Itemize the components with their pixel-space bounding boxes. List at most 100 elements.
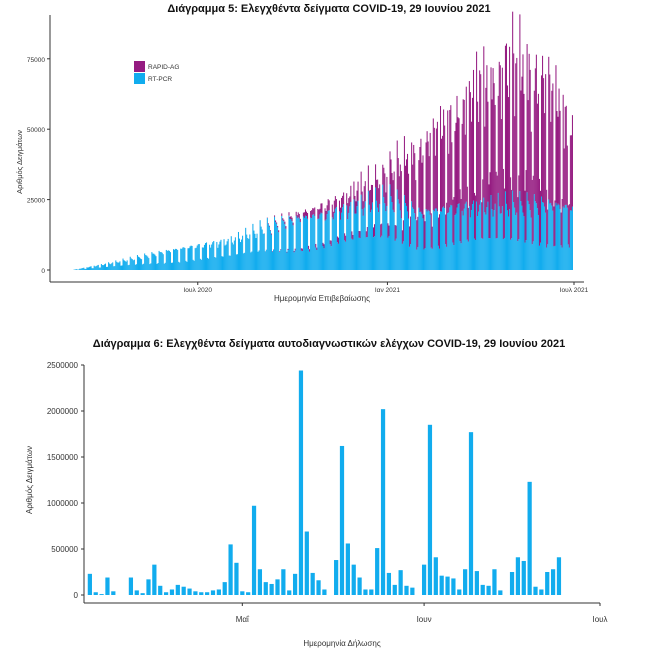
rtpcr-bar (491, 209, 493, 270)
rtpcr-bar (442, 207, 444, 270)
legend-swatch-rtpcr (134, 73, 145, 84)
rapid-bar (271, 251, 274, 252)
rapid-bar (445, 214, 447, 245)
rapid-bar (340, 207, 342, 220)
rtpcr-bar (92, 268, 94, 270)
rtpcr-bar (510, 239, 512, 270)
rapid-bar (484, 126, 486, 213)
rtpcr-bar (389, 184, 391, 270)
rapid-bar (296, 215, 298, 219)
rtpcr-bar (190, 245, 192, 270)
rtpcr-bar (279, 252, 281, 270)
rtpcr-bar (383, 197, 385, 270)
rtpcr-bar (296, 218, 298, 270)
rtpcr-bar (450, 204, 452, 270)
rtpcr-bar (477, 216, 479, 270)
x-tick-label: Ιουλ (592, 615, 607, 624)
rtpcr-bar (320, 212, 322, 270)
rtpcr-bar (263, 233, 265, 270)
rapid-bar (422, 155, 424, 219)
rtpcr-bar (282, 220, 284, 270)
rapid-bar (535, 54, 537, 204)
data-bar (539, 589, 544, 595)
rtpcr-bar (476, 201, 478, 270)
rapid-bar (457, 117, 459, 205)
rtpcr-bar (136, 255, 138, 270)
rapid-bar (428, 156, 430, 212)
rtpcr-bar (508, 216, 510, 270)
rapid-bar (567, 205, 569, 245)
rtpcr-bar (195, 247, 197, 270)
y-tick-label: 75000 (27, 57, 45, 64)
rapid-bar (391, 173, 393, 203)
rtpcr-bar (521, 205, 523, 270)
rtpcr-bar (447, 213, 449, 270)
rtpcr-bar (350, 201, 352, 270)
rtpcr-bar (374, 236, 376, 270)
rapid-bar (298, 213, 300, 219)
rapid-bar (321, 203, 323, 214)
rtpcr-bar (117, 262, 119, 270)
rapid-bar (269, 230, 271, 231)
rtpcr-bar (340, 219, 342, 270)
rapid-bar (569, 135, 571, 211)
rtpcr-bar (189, 246, 191, 270)
rtpcr-bar (422, 218, 424, 270)
rapid-bar (536, 103, 538, 209)
rtpcr-bar (84, 268, 86, 270)
rapid-bar (435, 128, 437, 209)
rapid-bar (494, 104, 496, 204)
rtpcr-bar (313, 214, 315, 270)
rapid-bar (481, 202, 483, 238)
rapid-bar (333, 200, 335, 214)
rtpcr-bar (220, 239, 222, 270)
rtpcr-bar (503, 237, 505, 270)
rapid-bar (291, 217, 293, 222)
rapid-bar (399, 164, 401, 211)
rtpcr-bar (504, 191, 506, 270)
rtpcr-bar (482, 238, 484, 270)
rtpcr-bar (162, 254, 164, 270)
rtpcr-bar (537, 214, 539, 270)
rtpcr-bar (341, 212, 343, 270)
rtpcr-bar (218, 244, 220, 270)
y-tick-label: 0 (74, 591, 79, 600)
rtpcr-bar (266, 218, 268, 270)
rtpcr-bar (254, 233, 256, 270)
rtpcr-bar (101, 265, 103, 270)
y-axis-title: Αριθμός Δειγμάτων (15, 130, 24, 194)
rapid-bar (270, 233, 272, 235)
rtpcr-bar (271, 251, 274, 270)
rtpcr-bar (295, 215, 297, 270)
rapid-bar (316, 247, 318, 250)
rtpcr-bar (435, 208, 437, 270)
rapid-bar (430, 213, 432, 248)
data-bar (234, 562, 239, 595)
rtpcr-bar (534, 201, 536, 270)
rapid-bar (513, 53, 515, 203)
rapid-bar (521, 76, 523, 206)
rtpcr-bar (397, 199, 399, 270)
rtpcr-bar (186, 261, 188, 270)
rapid-bar (531, 179, 533, 245)
rtpcr-bar (222, 256, 224, 270)
rapid-bar (379, 184, 381, 204)
data-bar (427, 424, 433, 595)
rtpcr-bar (354, 213, 356, 270)
data-bar (457, 589, 462, 595)
x-tick-label: Ιουν (417, 615, 432, 624)
rtpcr-bar (517, 241, 519, 270)
rtpcr-bar (398, 203, 400, 270)
rapid-bar (482, 179, 484, 239)
rtpcr-bar (115, 260, 117, 270)
rtpcr-bar (326, 214, 328, 270)
rapid-bar (367, 165, 369, 191)
rtpcr-bar (451, 205, 453, 270)
rtpcr-bar (141, 259, 143, 270)
data-bar (187, 588, 192, 595)
rtpcr-bar (286, 252, 288, 270)
x-axis-title: Ημερομηνία Δήλωσης (303, 639, 381, 648)
rtpcr-bar (140, 258, 142, 270)
rtpcr-bar (176, 248, 178, 270)
rapid-bar (495, 171, 497, 239)
